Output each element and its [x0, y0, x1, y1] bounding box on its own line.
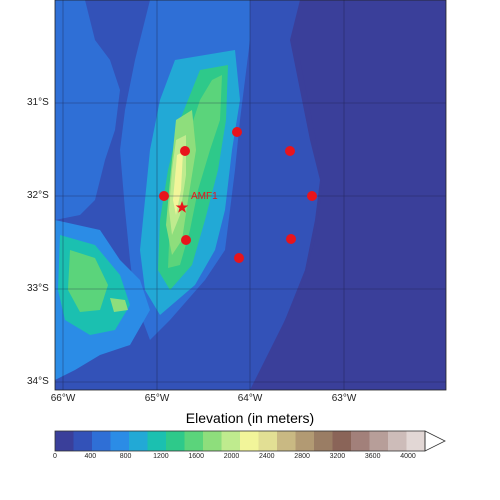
colorbar-swatch	[184, 431, 204, 451]
colorbar-tick-label: 1200	[153, 453, 169, 460]
colorbar-swatch	[295, 431, 315, 451]
colorbar-swatch	[369, 431, 389, 451]
lon-label-66w: 66°W	[50, 393, 76, 404]
lon-label-63w: 63°W	[331, 393, 357, 404]
colorbar-tick-label: 2400	[259, 453, 275, 460]
colorbar-swatch	[258, 431, 278, 451]
colorbar-tick-label: 1600	[188, 453, 204, 460]
amf1-label: AMF1	[191, 191, 218, 202]
colorbar-swatch	[166, 431, 185, 451]
colorbar-tick-label: 0	[53, 453, 57, 460]
colorbar-swatch	[332, 431, 352, 451]
lat-label-32s: 32°S	[27, 190, 49, 201]
colorbar-swatch	[240, 431, 259, 451]
colorbar-swatch	[129, 431, 148, 451]
site-marker	[234, 253, 244, 263]
colorbar-swatch	[406, 431, 426, 451]
colorbar-swatch	[147, 431, 167, 451]
terrain-layer	[55, 0, 446, 390]
colorbar-swatch	[203, 431, 222, 451]
colorbar-tick-label: 2800	[294, 453, 310, 460]
lon-label-64w: 64°W	[237, 393, 263, 404]
colorbar-tick-label: 800	[119, 453, 132, 460]
site-marker	[286, 234, 296, 244]
site-marker	[180, 146, 190, 156]
colorbar-swatch	[314, 431, 333, 451]
colorbar-tick-label: 3200	[329, 453, 346, 460]
eastern-plain	[250, 0, 446, 390]
map-frame	[54, 0, 447, 391]
colorbar-tick-label: 2000	[223, 453, 240, 460]
colorbar-title: Elevation (in meters)	[185, 410, 315, 426]
graticule	[55, 0, 446, 390]
lon-label-65w: 65°W	[144, 393, 170, 404]
colorbar-swatch	[55, 431, 74, 451]
site-marker	[232, 127, 242, 137]
colorbar-swatch	[73, 431, 93, 451]
sierras-peak	[173, 152, 183, 215]
lat-label-34s: 34°S	[27, 376, 49, 387]
colorbar-tick-label: 3600	[364, 453, 381, 460]
lat-label-33s: 33°S	[27, 283, 49, 294]
site-marker	[307, 191, 317, 201]
colorbar-tick-label: 4000	[400, 453, 416, 460]
colorbar-swatch	[277, 431, 296, 451]
site-marker	[181, 235, 191, 245]
colorbar-swatch	[388, 431, 407, 451]
lat-label-31s: 31°S	[27, 97, 49, 108]
colorbar-swatch	[110, 431, 130, 451]
amf1-star-marker	[175, 201, 189, 213]
colorbar-frame	[54, 430, 426, 452]
colorbar-swatch	[92, 431, 111, 451]
sierra-west-peak	[110, 298, 128, 312]
west-slope-1	[55, 0, 120, 220]
colorbar-tick-label: 400	[84, 453, 97, 460]
colorbar-extend-arrow	[424, 430, 446, 452]
site-markers: AMF1	[159, 127, 317, 263]
colorbar-swatch	[221, 431, 241, 451]
site-marker	[159, 191, 169, 201]
colorbar-swatch	[351, 431, 370, 451]
site-marker	[285, 146, 295, 156]
sierra-west-2	[68, 250, 108, 312]
